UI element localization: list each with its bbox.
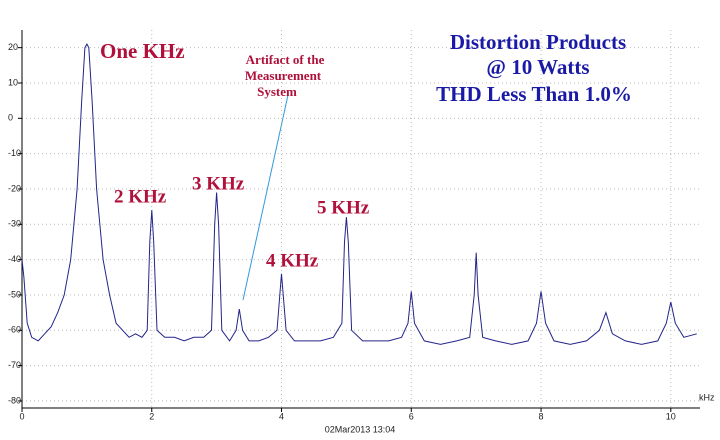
x-axis-label: kHz (699, 392, 715, 402)
annotation: 2 KHz (114, 186, 167, 207)
y-tick-label: -40 (8, 254, 21, 264)
footer: 02Mar2013 13:04 (325, 424, 396, 434)
y-tick-label: -50 (8, 289, 21, 299)
annotation: 3 KHz (192, 173, 245, 194)
spectrum-line (21, 43, 697, 345)
x-tick-label: 0 (19, 411, 24, 421)
y-tick-label: 0 (8, 113, 13, 123)
y-tick-label: -20 (8, 183, 21, 193)
annotation-pointer (242, 94, 289, 301)
chart-title: Distortion Products (450, 30, 626, 54)
y-tick-label: -70 (8, 360, 21, 370)
annotation: System (257, 84, 297, 99)
annotation: 5 KHz (317, 197, 370, 218)
chart-title: THD Less Than 1.0% (436, 82, 632, 106)
x-tick-label: 6 (409, 411, 414, 421)
y-tick-label: -60 (8, 325, 21, 335)
annotation: 4 KHz (266, 250, 319, 271)
y-tick-label: -30 (8, 219, 21, 229)
y-tick-label: -10 (8, 148, 21, 158)
y-tick-label: 10 (8, 77, 18, 87)
annotation: One KHz (100, 39, 185, 63)
y-tick-label: -80 (8, 395, 21, 405)
y-tick-label: 20 (8, 42, 18, 52)
x-tick-label: 8 (539, 411, 544, 421)
x-tick-label: 4 (279, 411, 284, 421)
chart-title: @ 10 Watts (486, 55, 589, 79)
x-tick-label: 2 (149, 411, 154, 421)
annotation: Artifact of the (246, 52, 325, 67)
x-tick-label: 10 (666, 411, 676, 421)
annotation: Measurement (245, 68, 322, 83)
